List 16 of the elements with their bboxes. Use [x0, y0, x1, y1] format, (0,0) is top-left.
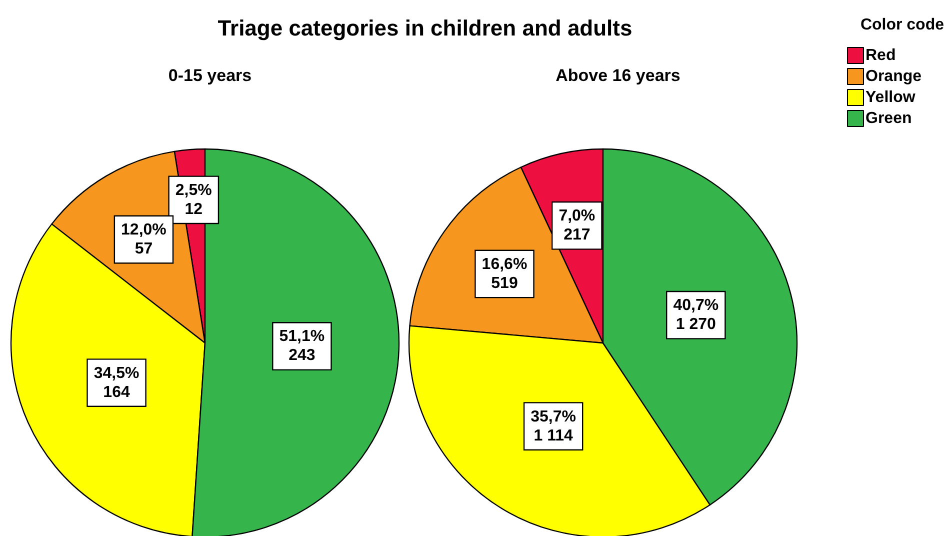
legend-label: Red — [866, 47, 896, 64]
legend-title: Color code — [860, 16, 944, 34]
data-label: 51,1% 243 — [279, 328, 325, 364]
legend-label: Green — [866, 110, 912, 127]
legend-label: Yellow — [866, 89, 916, 106]
data-label: 40,7% 1 270 — [673, 297, 719, 334]
data-label: 2,5% 12 — [175, 182, 212, 218]
slice-label: 0-15 years — [168, 66, 252, 85]
data-label: 35,7% 1 114 — [530, 408, 576, 444]
data-label: 16,6% 519 — [482, 256, 528, 292]
data-label: 12,0% 57 — [121, 222, 166, 258]
legend-label: Orange — [866, 68, 922, 85]
data-label: 34,5% 164 — [94, 364, 140, 401]
data-label: 7,0% 217 — [558, 208, 596, 244]
slice-label: Above 16 years — [556, 66, 680, 85]
chart-title: Triage categories in children and adults — [218, 16, 632, 40]
